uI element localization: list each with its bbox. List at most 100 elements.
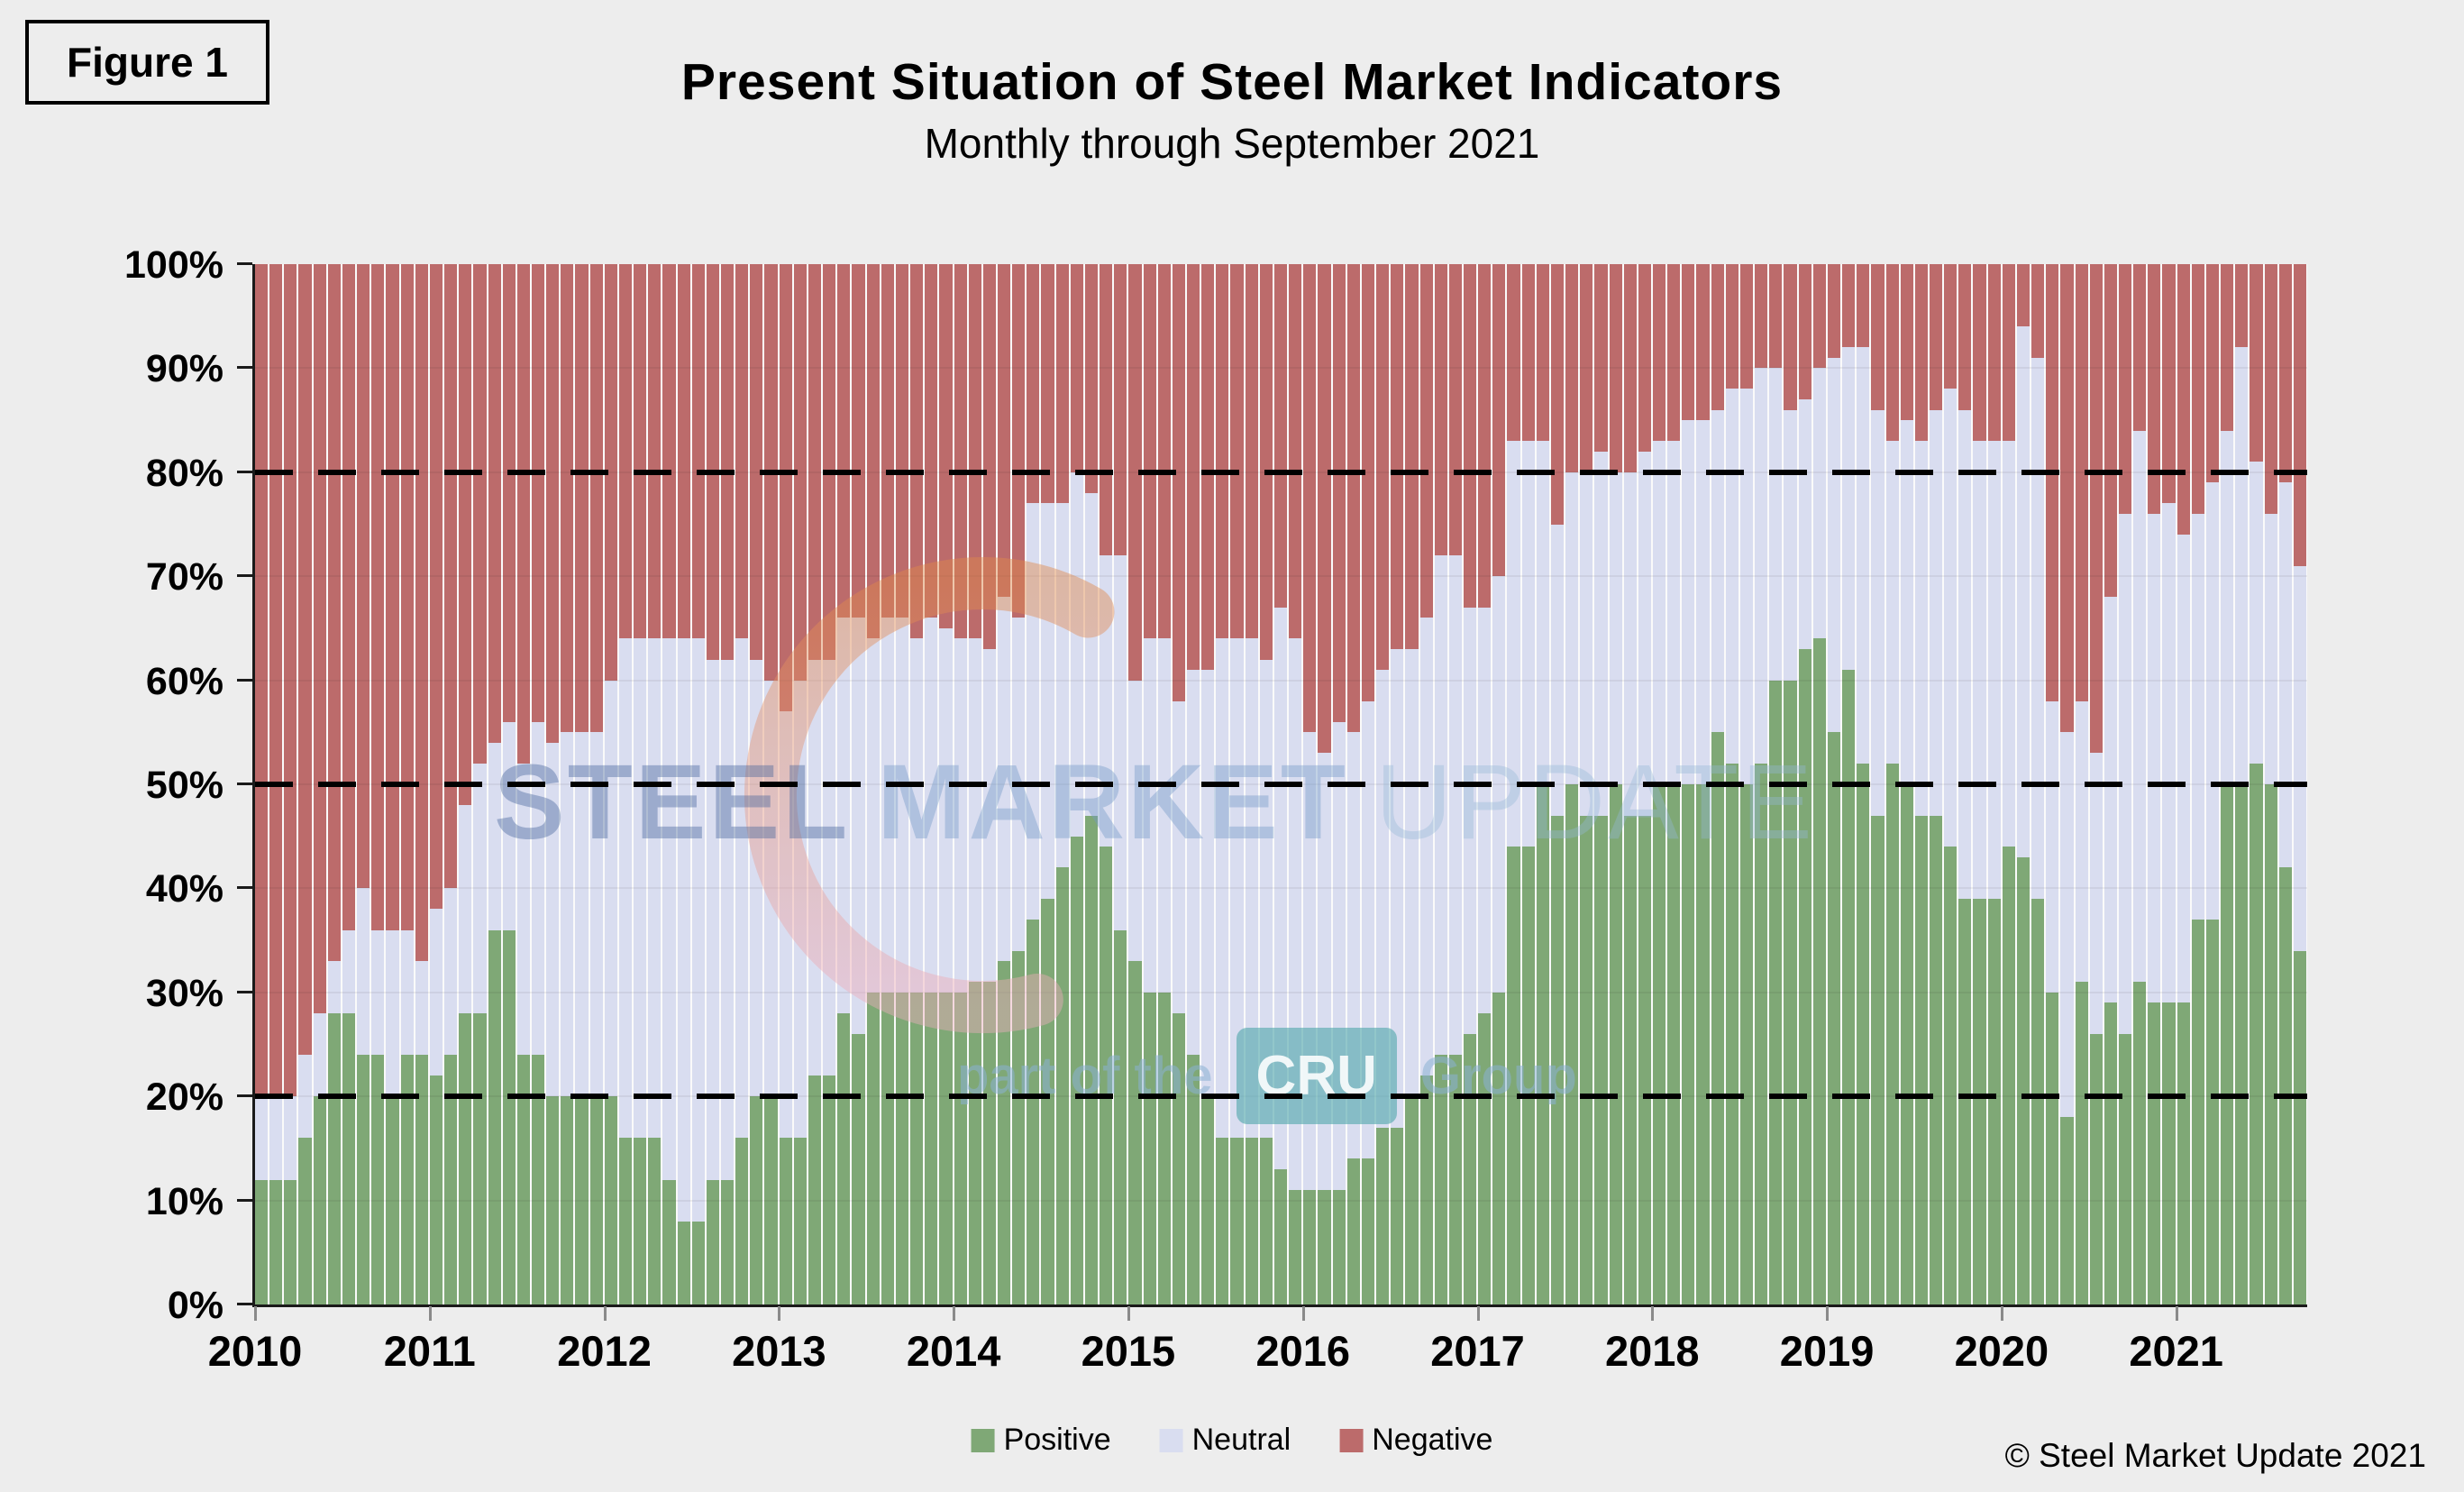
bar-segment (1958, 409, 1972, 899)
bar-month (925, 264, 938, 1304)
bar-segment (1273, 1168, 1288, 1304)
bar-segment (357, 1055, 370, 1304)
bar-segment (910, 264, 924, 639)
bar-segment (284, 264, 297, 1097)
bar-segment (1100, 555, 1113, 847)
bar-segment (1055, 264, 1069, 504)
bar-segment (604, 264, 617, 681)
bar-segment (2002, 847, 2015, 1304)
bar-segment (269, 1096, 283, 1180)
bar-segment (1289, 264, 1302, 639)
bar-month (2177, 264, 2190, 1304)
bar-segment (779, 264, 792, 712)
bar-segment (1580, 471, 1593, 816)
bar-month (1055, 264, 1069, 1304)
bar-month (2016, 264, 2031, 1304)
bar-segment (1376, 1127, 1390, 1304)
y-axis-tick (237, 262, 252, 265)
bar-segment (2002, 441, 2015, 847)
bar-segment (1739, 264, 1754, 389)
bar-segment (2177, 1002, 2190, 1304)
x-axis-label-2016: 2016 (1255, 1327, 1350, 1375)
bar-month (327, 264, 341, 1304)
bar-month (634, 264, 647, 1304)
bar-segment (2235, 264, 2249, 348)
bar-segment (1798, 264, 1811, 400)
bar-month (1550, 264, 1565, 1304)
bar-month (2075, 264, 2088, 1304)
bar-segment (939, 992, 953, 1304)
bar-month (1376, 264, 1390, 1304)
bar-month (1973, 264, 1986, 1304)
bar-segment (1784, 409, 1797, 681)
bar-segment (2104, 597, 2117, 1003)
bar-month (1769, 264, 1783, 1304)
bar-month (516, 264, 530, 1304)
bar-segment (1521, 847, 1535, 1304)
bar-segment (1857, 264, 1870, 348)
bar-month (1914, 264, 1928, 1304)
bar-segment (750, 1096, 763, 1304)
bar-segment (2104, 1002, 2117, 1304)
x-axis-label-2015: 2015 (1081, 1327, 1176, 1375)
bar-month (2046, 264, 2059, 1304)
bar-month (1143, 264, 1156, 1304)
bar-segment (1216, 1138, 1229, 1304)
bar-month (1696, 264, 1710, 1304)
bar-segment (735, 264, 749, 639)
bar-month (1273, 264, 1288, 1304)
bar-segment (750, 264, 763, 660)
x-axis-tick (953, 1306, 956, 1321)
bar-segment (1303, 732, 1317, 1191)
chart-subtitle: Monthly through September 2021 (924, 120, 1540, 167)
figure-label: Figure 1 (67, 39, 228, 86)
x-axis-tick (1651, 1306, 1655, 1321)
bar-segment (342, 264, 356, 930)
bar-segment (1027, 503, 1040, 920)
bar-segment (2148, 513, 2161, 1003)
bar-month (1521, 264, 1535, 1304)
bar-month (502, 264, 516, 1304)
y-axis-label: 10% (145, 1179, 224, 1223)
bar-month (1871, 264, 1885, 1304)
bar-segment (2060, 732, 2074, 1118)
bar-segment (2264, 783, 2277, 1304)
bar-segment (2191, 513, 2204, 920)
bar-month (1507, 264, 1520, 1304)
bar-segment (1755, 763, 1768, 1304)
bar-segment (1332, 1190, 1346, 1304)
bar-month (1725, 264, 1738, 1304)
bar-month (1434, 264, 1447, 1304)
bar-segment (1900, 264, 1913, 421)
bar-month (400, 264, 414, 1304)
bar-segment (1536, 264, 1549, 442)
bar-month (2162, 264, 2176, 1304)
bar-segment (1609, 783, 1622, 1304)
bar-segment (823, 1076, 836, 1304)
bar-segment (1812, 638, 1826, 1304)
bar-segment (1827, 357, 1841, 733)
bar-segment (516, 1055, 530, 1304)
bar-month (1987, 264, 2001, 1304)
bar-segment (561, 1096, 574, 1304)
bar-segment (1973, 898, 1986, 1304)
bar-segment (648, 638, 662, 1139)
bar-segment (1914, 264, 1928, 442)
bar-segment (2278, 482, 2292, 868)
bar-month (386, 264, 399, 1304)
bar-segment (1769, 680, 1783, 1304)
bar-segment (2264, 264, 2277, 514)
bar-segment (954, 264, 967, 639)
bar-segment (1230, 1138, 1244, 1304)
y-axis-line (252, 264, 255, 1307)
bar-segment (1230, 264, 1244, 639)
bar-segment (1987, 264, 2001, 442)
bar-segment (1507, 441, 1520, 847)
bar-segment (1638, 264, 1651, 452)
bar-segment (808, 264, 822, 660)
bar-month (910, 264, 924, 1304)
y-axis-tick (237, 678, 252, 682)
x-axis-label-2019: 2019 (1779, 1327, 1875, 1375)
bar-segment (327, 264, 341, 962)
bar-month (1157, 264, 1171, 1304)
